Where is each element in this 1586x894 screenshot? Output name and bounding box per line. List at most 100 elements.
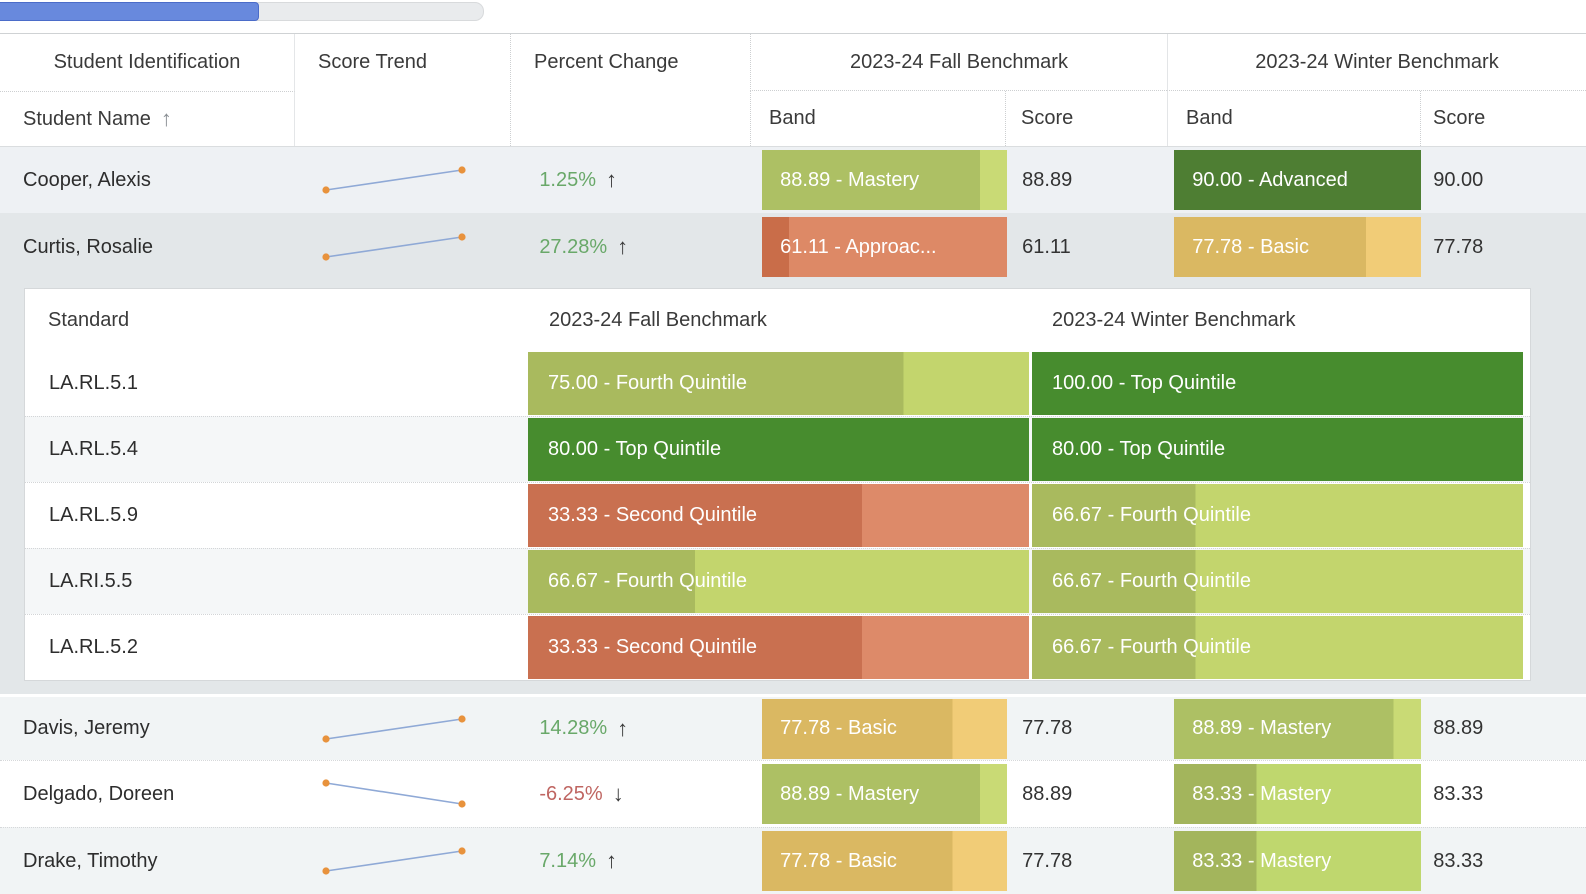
standard-row: LA.RI.5.5 66.67 - Fourth Quintile 66.67 - … — [25, 548, 1530, 614]
band-label: 75.00 - Fourth Quintile — [548, 372, 747, 394]
student-row[interactable]: Davis, Jeremy 14.28% ↑ 77.78 - Basic 77.78 88… — [0, 697, 1586, 760]
trend-sparkline-down — [322, 779, 467, 808]
student-row[interactable]: Cooper, Alexis 1.25% ↑ 88.89 - Mastery 88.89… — [0, 147, 1586, 213]
header-winter-score: Score — [1420, 91, 1586, 146]
student-name-label: Student Name — [23, 107, 151, 130]
band-label: 61.11 - Approac... — [780, 235, 937, 258]
student-name-cell: Davis, Jeremy — [23, 717, 150, 739]
header-fall-benchmark-group: 2023-24 Fall Benchmark — [750, 34, 1167, 91]
band-label: 66.67 - Fourth Quintile — [1052, 504, 1251, 526]
band-label: 88.89 - Mastery — [780, 782, 920, 805]
student-row[interactable]: Curtis, Rosalie 27.28% ↑ 61.11 - Approac...… — [0, 213, 1586, 281]
fall-standard-band: 75.00 - Fourth Quintile — [528, 352, 1029, 415]
percent-change-value: -6.25% — [539, 782, 603, 805]
band-label: 80.00 - Top Quintile — [1052, 438, 1226, 460]
header-winter-band: Band — [1167, 91, 1420, 146]
band-label: 66.67 - Fourth Quintile — [548, 570, 747, 592]
winter-standard-band: 80.00 - Top Quintile — [1032, 418, 1523, 481]
percent-change-value: 1.25% — [539, 168, 597, 191]
winter-score-cell: 83.33 — [1433, 849, 1484, 872]
fall-band-cell: 88.89 - Mastery — [760, 150, 1008, 210]
score-trend-cell — [294, 226, 514, 268]
arrow-up-icon: ↑ — [617, 234, 629, 259]
band-label: 83.33 - Mastery — [1192, 782, 1332, 805]
fall-score-cell: 88.89 — [1022, 782, 1073, 805]
band-label: 88.89 - Mastery — [1192, 717, 1332, 739]
arrow-up-icon: ↑ — [606, 848, 618, 873]
percent-change-cell: -6.25% ↓ — [514, 781, 760, 807]
fall-score-cell: 61.11 — [1022, 235, 1071, 258]
fall-standard-band: 66.67 - Fourth Quintile — [528, 550, 1029, 613]
percent-change-cell: 1.25% ↑ — [514, 167, 760, 193]
band-label: 77.78 - Basic — [1192, 235, 1309, 258]
fall-band-bar: 77.78 - Basic — [762, 831, 1008, 891]
student-row[interactable]: Delgado, Doreen -6.25% ↓ 88.89 - Mastery 88.… — [0, 760, 1586, 827]
percent-change-cell: 14.28% ↑ — [514, 716, 760, 742]
fall-band-cell: 88.89 - Mastery — [760, 764, 1008, 824]
standard-row: LA.RL.5.1 75.00 - Fourth Quintile 100.00 -… — [25, 351, 1530, 416]
sort-ascending-icon: ↑ — [160, 106, 172, 131]
student-name-cell: Delgado, Doreen — [23, 782, 175, 805]
student-row[interactable]: Drake, Timothy 7.14% ↑ 77.78 - Basic 77.78 83… — [0, 827, 1586, 894]
band-label: 83.33 - Mastery — [1192, 849, 1332, 872]
fall-standard-band: 80.00 - Top Quintile — [528, 418, 1029, 481]
row-separator — [0, 694, 1586, 697]
percent-change-value: 14.28% — [539, 717, 608, 739]
trend-sparkline-up — [322, 847, 467, 875]
band-label: 66.67 - Fourth Quintile — [1052, 570, 1251, 592]
trend-sparkline-up — [322, 714, 467, 743]
winter-band-bar: 77.78 - Basic — [1174, 217, 1422, 277]
percent-change-value: 7.14% — [539, 849, 597, 872]
score-trend-cell — [294, 708, 514, 750]
band-label: 66.67 - Fourth Quintile — [1052, 636, 1251, 658]
winter-score-cell: 77.78 — [1433, 235, 1484, 258]
scrollbar-thumb[interactable] — [0, 2, 259, 21]
header-percent-change: Percent Change — [510, 34, 750, 91]
standard-name-cell: LA.RL.5.1 — [49, 372, 138, 394]
fall-band-bar: 88.89 - Mastery — [762, 150, 1008, 210]
fall-band-cell: 77.78 - Basic — [760, 831, 1008, 891]
standard-name-cell: LA.RL.5.4 — [49, 438, 138, 460]
winter-band-cell: 88.89 - Mastery — [1171, 698, 1422, 759]
standard-name-cell: LA.RL.5.9 — [49, 504, 138, 526]
standard-row: LA.RL.5.2 33.33 - Second Quintile 66.67 - … — [25, 614, 1530, 680]
percent-change-cell: 7.14% ↑ — [514, 848, 760, 874]
standard-row: LA.RL.5.4 80.00 - Top Quintile 80.00 - Top… — [25, 416, 1530, 482]
expanded-standards-panel: Standard 2023-24 Fall Benchmark 2023-24 Wi… — [0, 281, 1586, 694]
table-body: Cooper, Alexis 1.25% ↑ 88.89 - Mastery 88.89… — [0, 147, 1586, 894]
header-student-identification: Student Identification — [0, 34, 295, 91]
fall-standard-band: 33.33 - Second Quintile — [528, 484, 1029, 547]
subtable-header-standard: Standard — [48, 308, 130, 331]
fall-band-cell: 77.78 - Basic — [760, 698, 1008, 759]
score-trend-cell — [294, 159, 514, 201]
arrow-up-icon: ↑ — [617, 715, 629, 741]
winter-band-cell: 77.78 - Basic — [1171, 217, 1422, 277]
header-spacer — [510, 91, 750, 146]
winter-score-cell: 90.00 — [1433, 168, 1484, 191]
band-label: 77.78 - Basic — [780, 717, 897, 739]
standard-row: LA.RL.5.9 33.33 - Second Quintile 66.67 - … — [25, 482, 1530, 548]
winter-standard-band: 100.00 - Top Quintile — [1032, 352, 1523, 415]
subtable-header: Standard 2023-24 Fall Benchmark 2023-24 Wi… — [25, 289, 1530, 351]
standards-subtable: Standard 2023-24 Fall Benchmark 2023-24 Wi… — [24, 288, 1531, 681]
score-trend-cell — [294, 840, 514, 882]
winter-standard-band: 66.67 - Fourth Quintile — [1032, 616, 1523, 679]
fall-score-cell: 77.78 — [1022, 849, 1073, 872]
band-label: 33.33 - Second Quintile — [548, 636, 758, 658]
arrow-up-icon: ↑ — [606, 167, 618, 192]
band-label: 77.78 - Basic — [780, 849, 897, 872]
winter-standard-band: 66.67 - Fourth Quintile — [1032, 484, 1523, 547]
fall-score-cell: 88.89 — [1022, 168, 1073, 191]
winter-band-bar: 88.89 - Mastery — [1174, 698, 1422, 759]
standard-name-cell: LA.RL.5.2 — [49, 636, 138, 658]
subtable-header-winter: 2023-24 Winter Benchmark — [1052, 308, 1296, 331]
header-spacer — [295, 91, 510, 146]
fall-band-bar: 77.78 - Basic — [762, 698, 1008, 759]
band-label: 33.33 - Second Quintile — [548, 504, 758, 526]
band-label: 80.00 - Top Quintile — [548, 438, 722, 460]
winter-band-cell: 90.00 - Advanced — [1171, 150, 1422, 210]
winter-score-cell: 83.33 — [1433, 782, 1484, 805]
header-student-name-sort[interactable]: Student Name ↑ — [0, 91, 295, 146]
percent-change-value: 27.28% — [539, 235, 608, 258]
trend-sparkline-up — [322, 233, 467, 261]
